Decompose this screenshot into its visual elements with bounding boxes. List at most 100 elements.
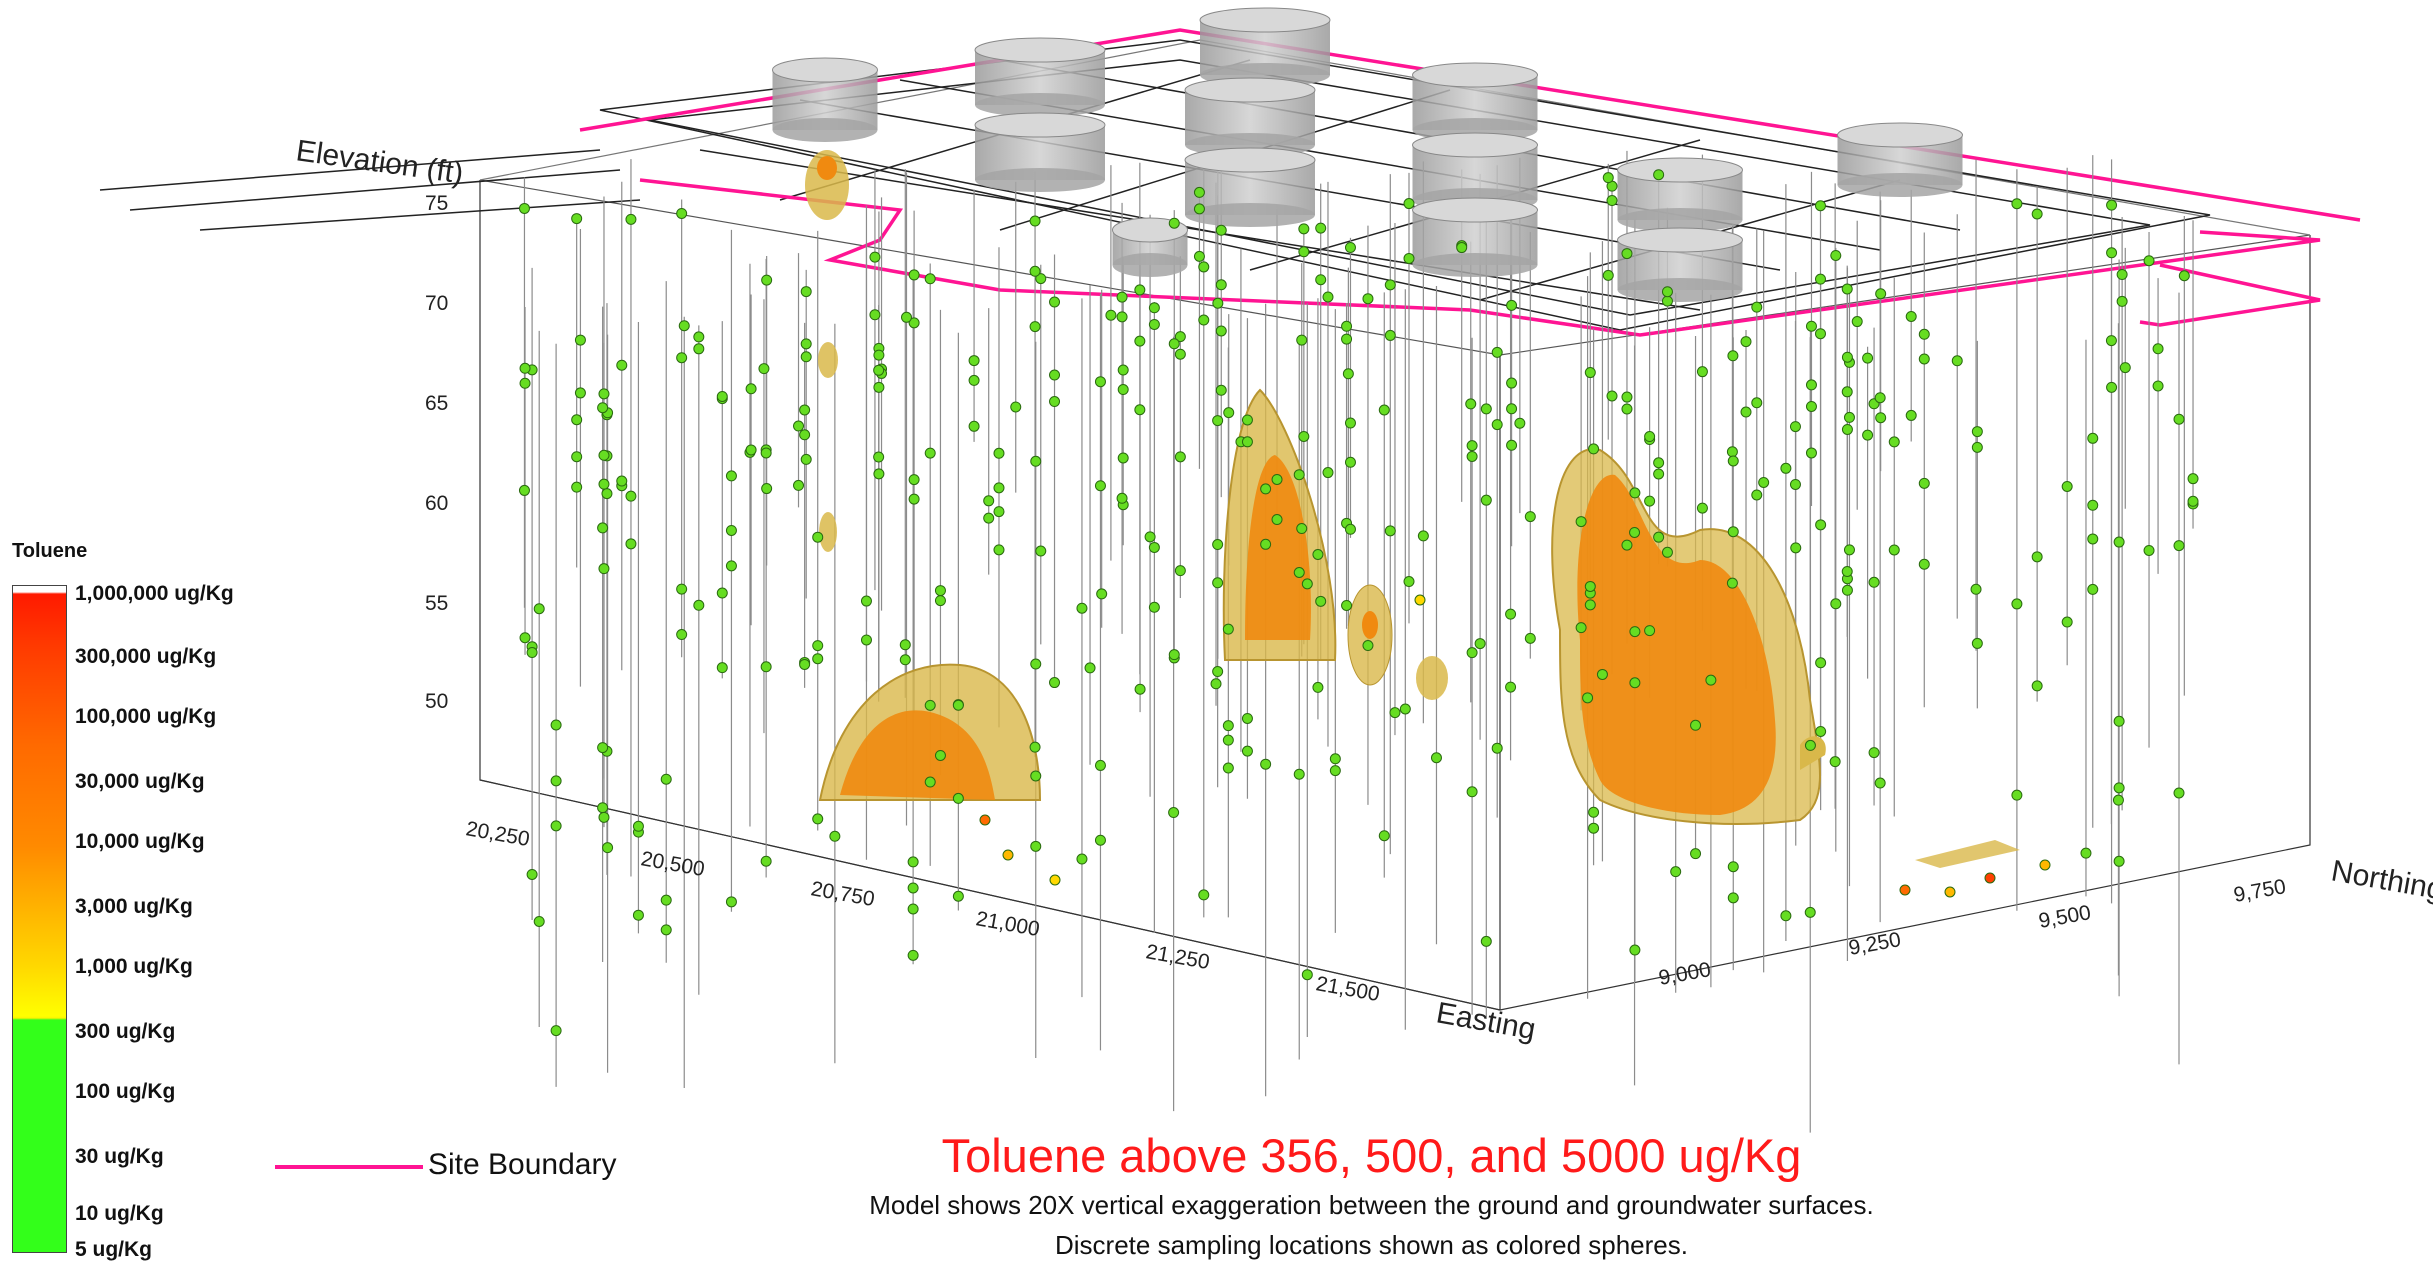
sample-sphere <box>1575 516 1587 528</box>
sample-sphere <box>908 269 920 281</box>
sample-sphere <box>1596 668 1608 680</box>
sample-sphere <box>1874 777 1886 789</box>
sample-sphere <box>1403 252 1415 264</box>
sample-sphere <box>900 311 912 323</box>
elevation-tick: 50 <box>425 690 448 713</box>
sample-sphere <box>873 451 885 463</box>
sample-sphere <box>1222 762 1234 774</box>
sample-sphere <box>952 699 964 711</box>
sample-sphere <box>1117 384 1129 396</box>
sample-sphere <box>1690 848 1702 860</box>
elevation-axis: Elevation (ft) 75 70 65 60 55 50 <box>294 134 465 713</box>
sample-sphere <box>2105 335 2117 347</box>
sample-sphere <box>1030 770 1042 782</box>
easting-tick: 20,500 <box>639 847 706 881</box>
northing-tick: 9,250 <box>1847 928 1903 960</box>
sample-sphere <box>860 595 872 607</box>
sample-sphere <box>1621 403 1633 415</box>
sample-sphere <box>1414 594 1426 606</box>
sample-sphere <box>1629 944 1641 956</box>
sample-sphere <box>800 453 812 465</box>
sample-sphere <box>1843 411 1855 423</box>
sample-sphere <box>899 639 911 651</box>
sample-sphere <box>1727 455 1739 467</box>
sample-sphere <box>1212 577 1224 589</box>
sample-sphere <box>2113 855 2125 867</box>
sample-sphere <box>907 882 919 894</box>
sample-sphere <box>518 202 530 214</box>
sample-sphere <box>1198 889 1210 901</box>
sample-sphere <box>1653 169 1665 181</box>
sample-sphere <box>869 309 881 321</box>
sample-sphere <box>1296 334 1308 346</box>
legend-color-scale <box>12 585 67 1253</box>
sample-sphere <box>1814 200 1826 212</box>
sample-sphere <box>598 563 610 575</box>
sample-sphere <box>1804 739 1816 751</box>
sample-sphere <box>793 479 805 491</box>
sample-sphere <box>1629 626 1641 638</box>
sample-sphere <box>1653 531 1665 543</box>
sample-sphere <box>1134 683 1146 695</box>
sample-sphere <box>993 447 1005 459</box>
elevation-tick: 70 <box>425 292 448 315</box>
sample-sphere <box>873 468 885 480</box>
sample-sphere <box>1029 741 1041 753</box>
sample-sphere <box>1868 576 1880 588</box>
sample-sphere <box>1661 295 1673 307</box>
sample-sphere <box>2113 536 2125 548</box>
sample-sphere <box>924 699 936 711</box>
sample-sphere <box>873 364 885 376</box>
caption-line-2: Discrete sampling locations shown as col… <box>1055 1230 1688 1260</box>
sample-sphere <box>1644 495 1656 507</box>
sample-sphere <box>2152 343 2164 355</box>
sample-sphere <box>1905 310 1917 322</box>
sample-sphere <box>1843 544 1855 556</box>
sample-sphere <box>1602 172 1614 184</box>
sample-sphere <box>1918 558 1930 570</box>
sample-sphere <box>550 719 562 731</box>
sample-sphere <box>1575 622 1587 634</box>
sample-sphere <box>598 449 610 461</box>
legend-label: 10,000 ug/Kg <box>75 830 205 853</box>
sample-sphere <box>1117 452 1129 464</box>
sample-sphere <box>1491 346 1503 358</box>
sample-sphere <box>1403 576 1415 588</box>
sample-sphere <box>799 429 811 441</box>
sample-sphere <box>1841 283 1853 295</box>
sample-sphere <box>812 640 824 652</box>
sample-sphere <box>1814 328 1826 340</box>
sample-sphere <box>1193 186 1205 198</box>
sample-sphere <box>1322 291 1334 303</box>
sample-sphere <box>1384 279 1396 291</box>
sample-sphere <box>597 802 609 814</box>
sample-sphere <box>1629 487 1641 499</box>
sample-sphere <box>1384 525 1396 537</box>
tank <box>1112 217 1188 277</box>
sample-sphere <box>2031 551 2043 563</box>
sample-sphere <box>1341 333 1353 345</box>
sample-sphere <box>1298 431 1310 443</box>
sample-sphere <box>1474 638 1486 650</box>
sample-sphere <box>676 629 688 641</box>
sample-sphere <box>725 524 737 536</box>
sample-sphere <box>812 531 824 543</box>
legend-label: 300 ug/Kg <box>75 1020 176 1043</box>
sample-sphere <box>1661 286 1673 298</box>
sample-sphere <box>1241 712 1253 724</box>
tank <box>772 57 878 142</box>
sample-sphere <box>1389 707 1401 719</box>
sample-sphere <box>1341 599 1353 611</box>
plume-west <box>818 663 1042 801</box>
sample-sphere <box>2061 480 2073 492</box>
sample-sphere <box>908 493 920 505</box>
sample-sphere <box>1094 480 1106 492</box>
sample-sphere <box>678 320 690 332</box>
sample-sphere <box>993 544 1005 556</box>
sample-sphere <box>1696 502 1708 514</box>
sample-sphere <box>1030 840 1042 852</box>
sample-sphere <box>1117 364 1129 376</box>
sample-sphere <box>571 414 583 426</box>
sample-sphere <box>1403 198 1415 210</box>
sample-sphere <box>1841 423 1853 435</box>
